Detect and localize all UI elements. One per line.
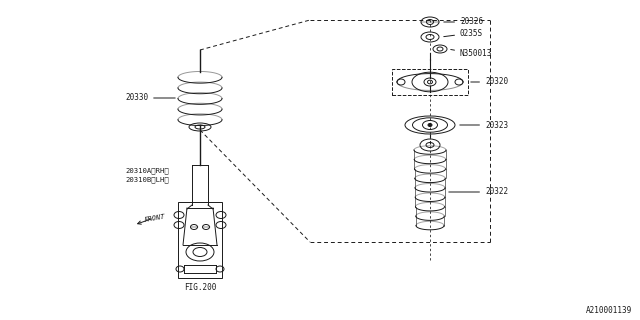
Text: FRONT: FRONT (144, 213, 166, 223)
Bar (178, 202, 222, 278)
Text: 20323: 20323 (460, 121, 508, 130)
Text: 0235S: 0235S (444, 28, 483, 37)
Text: 20326: 20326 (444, 18, 483, 27)
Text: 20330: 20330 (125, 93, 175, 102)
Text: 20310A〈RH〉: 20310A〈RH〉 (125, 167, 169, 174)
Bar (392, 68, 468, 95)
Text: A210001139: A210001139 (586, 306, 632, 315)
Text: FIG.200: FIG.200 (184, 283, 216, 292)
Text: N350013: N350013 (451, 50, 492, 59)
Text: 20310B〈LH〉: 20310B〈LH〉 (125, 176, 169, 183)
Ellipse shape (428, 124, 432, 126)
Text: 20322: 20322 (449, 188, 508, 196)
Text: 20320: 20320 (471, 77, 508, 86)
